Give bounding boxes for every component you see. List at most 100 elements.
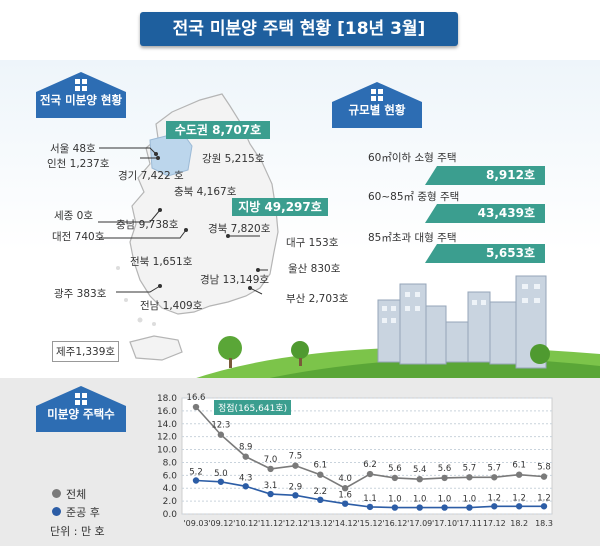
legend-label-total: 전체 [66, 488, 87, 501]
x-tick-label: '11.12 [258, 519, 283, 528]
data-label: 1.1 [363, 494, 377, 504]
legend-label-completed: 준공 후 [66, 506, 100, 519]
data-label: 6.1 [512, 461, 526, 471]
size-section-header: 규모별 현황 [330, 80, 424, 130]
size-value-large: 5,653호 [425, 244, 545, 263]
data-label: 6.2 [363, 460, 377, 470]
unit-label: 단위 : 만 호 [50, 525, 105, 538]
data-point [192, 403, 200, 411]
data-point [540, 503, 548, 510]
data-label: 16.6 [187, 393, 206, 403]
region-label-gyeongbuk: 경북 7,820호 [208, 223, 271, 235]
korea-map [116, 93, 279, 361]
data-point [192, 477, 200, 484]
region-label-seoul: 서울 48호 [50, 143, 96, 155]
house-badge-icon [332, 82, 422, 128]
data-label: 5.2 [189, 467, 203, 477]
map-leader-lines [98, 147, 268, 295]
legend-swatch-completed [52, 507, 61, 516]
data-label: 7.0 [264, 455, 278, 465]
data-label: 2.9 [289, 482, 303, 492]
data-point [341, 500, 349, 507]
data-label: 5.0 [214, 469, 228, 479]
x-tick-label: '17.10 [432, 519, 457, 528]
size-value-small: 8,912호 [425, 166, 545, 185]
x-tick-label: '12.12 [283, 519, 308, 528]
x-tick-label: 18.2 [510, 519, 528, 528]
data-point [391, 504, 399, 511]
data-label: 5.6 [388, 464, 402, 474]
data-label: 1.2 [488, 493, 502, 503]
data-label: 5.7 [488, 463, 502, 473]
data-label: 4.3 [239, 473, 253, 483]
local-area-tag: 지방 49,297호 [232, 198, 328, 216]
data-label: 1.2 [537, 493, 551, 503]
data-point [515, 471, 523, 478]
data-label: 1.6 [338, 491, 352, 501]
data-label: 1.0 [438, 495, 452, 505]
region-label-jeonbuk: 전북 1,651호 [130, 256, 193, 268]
data-point [317, 496, 324, 504]
data-point [366, 503, 374, 511]
chart-section-header: 미분양 주택수 [34, 384, 128, 434]
page-title: 전국 미분양 주택 현황 [18년 3월] [140, 12, 458, 46]
data-point [217, 431, 225, 438]
data-label: 4.0 [338, 474, 352, 484]
data-point [292, 462, 299, 469]
data-point [317, 471, 324, 478]
size-label-large: 85㎡초과 대형 주택 [368, 232, 457, 244]
data-point [540, 473, 548, 480]
region-label-gangwon: 강원 5,215호 [202, 153, 265, 165]
data-label: 2.2 [314, 487, 328, 497]
size-label-medium: 60~85㎡ 중형 주택 [368, 191, 460, 203]
data-label: 1.0 [463, 495, 477, 505]
data-point [491, 503, 498, 510]
size-label-small: 60㎡이하 소형 주택 [368, 152, 457, 164]
data-point [217, 478, 225, 485]
line-chart: 0.0 2.0 4.0 6.0 8.0 10.0 12.0 14.0 16.0 18.0 '09.0… [157, 393, 553, 528]
x-tick-label: '10.12 [233, 519, 258, 528]
data-point [267, 490, 274, 498]
y-tick-label: 2.0 [163, 497, 178, 507]
data-label: 5.8 [537, 463, 551, 473]
data-point [441, 504, 448, 511]
x-tick-label: '13.12 [308, 519, 333, 528]
data-point [491, 474, 498, 481]
y-tick-label: 8.0 [163, 458, 178, 468]
y-tick-label: 10.0 [157, 446, 177, 456]
x-tick-label: '16.12 [382, 519, 407, 528]
capital-area-tag: 수도권 8,707호 [166, 121, 270, 139]
y-tick-label: 12.0 [157, 433, 177, 443]
data-point [515, 503, 523, 510]
x-tick-label: '09.12 [208, 519, 233, 528]
region-label-gyeonggi: 경기 7,422 호 [118, 170, 184, 182]
x-tick-label: '14.12 [333, 519, 358, 528]
data-point [341, 485, 349, 492]
x-tick-label: 18.3 [535, 519, 553, 528]
data-label: 1.0 [413, 495, 427, 505]
data-point [242, 483, 249, 490]
house-badge-icon [36, 72, 126, 118]
data-point [466, 504, 473, 511]
data-point [416, 476, 423, 483]
house-badge-icon [36, 386, 126, 432]
data-label: 7.5 [289, 452, 303, 462]
region-label-chungnam: 충남 9,738호 [116, 219, 179, 231]
size-value-medium: 43,439호 [425, 204, 545, 223]
region-label-sejong: 세종 0호 [54, 210, 93, 222]
data-point [242, 453, 249, 460]
x-tick-label: 17.12 [483, 519, 506, 528]
region-label-jeju: 제주1,339호 [52, 341, 120, 362]
data-point [416, 504, 423, 511]
data-point [267, 465, 274, 473]
region-label-daegu: 대구 153호 [286, 237, 339, 249]
y-tick-label: 16.0 [157, 407, 177, 417]
region-label-ulsan: 울산 830호 [288, 263, 341, 275]
data-point [466, 474, 473, 481]
data-point [391, 474, 399, 482]
data-label: 5.4 [413, 465, 427, 475]
data-label: 5.7 [463, 463, 477, 473]
region-label-incheon: 인천 1,237호 [47, 158, 110, 170]
data-point [441, 474, 448, 482]
x-tick-label: '17.09 [407, 519, 432, 528]
